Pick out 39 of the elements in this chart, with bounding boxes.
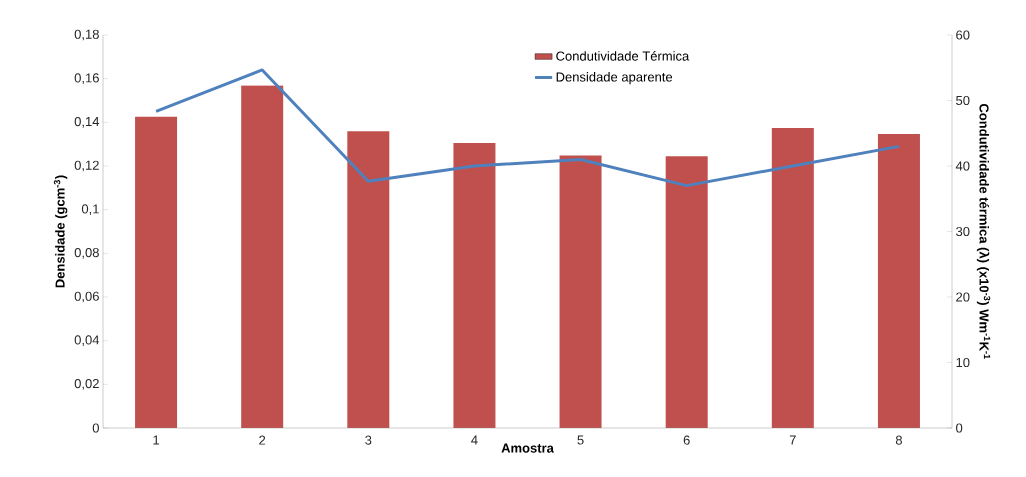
x-tick-label: 8 (895, 435, 902, 445)
x-tick-label: 6 (683, 435, 690, 445)
bar (771, 128, 814, 428)
y2-tick-label: 50 (956, 95, 970, 106)
bar (241, 85, 284, 428)
y2-tick-label: 20 (956, 292, 970, 302)
y-tick-label: 0,06 (74, 291, 99, 303)
bar (559, 155, 602, 428)
y-tick-label: 0,08 (74, 247, 99, 259)
y2-tick-label: 10 (956, 357, 970, 368)
y2-tick-label: 60 (956, 30, 970, 40)
x-tick-label: 1 (153, 435, 160, 445)
y-tick-label: 0,02 (74, 378, 99, 390)
x-tick-label: 3 (365, 435, 372, 445)
x-tick-label: 2 (259, 435, 266, 445)
y-tick-label: 0,14 (74, 116, 100, 128)
x-tick-label: 7 (789, 435, 796, 445)
bar (665, 156, 708, 428)
y2-tick-label: 40 (955, 161, 970, 171)
y-tick-label: 0,04 (74, 335, 100, 347)
y-tick-label: 0,18 (74, 29, 99, 41)
x-tick-label: 4 (471, 435, 478, 445)
bar (135, 116, 178, 428)
x-tick-label: 5 (577, 435, 584, 445)
legend-label: Densidade aparente (556, 72, 673, 85)
y2-tick-label: 0 (956, 423, 963, 433)
y-tick-label: 0,1 (81, 204, 99, 216)
bar (453, 143, 496, 428)
bar (877, 133, 920, 428)
y2-tick-label: 30 (956, 226, 970, 237)
y-tick-label: 0 (92, 423, 99, 433)
bar (347, 131, 390, 428)
line-series (154, 68, 901, 188)
x-axis-title: Amostra (501, 443, 554, 453)
y2-axis-title: Condutividade térmica (λ) (x10$^{-3}$) Wm$^{-1}$K$^{-1}$ (976, 103, 991, 359)
legend-label: Condutividade Térmica (556, 50, 690, 61)
y-tick-label: 0,12 (74, 160, 99, 172)
y-tick-label: 0,16 (74, 73, 99, 85)
y-axis-title: Densidade (gcm$^{-3}$) (53, 175, 68, 288)
